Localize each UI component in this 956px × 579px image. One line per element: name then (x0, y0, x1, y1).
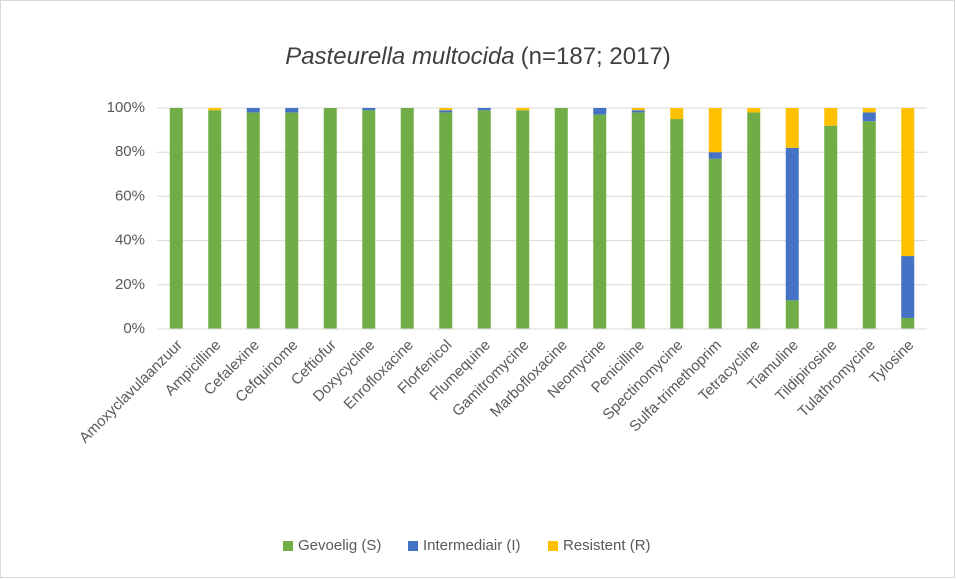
bar-segment (285, 112, 299, 329)
bar-segment (323, 108, 337, 329)
legend-swatch (408, 541, 418, 551)
title-organism: Pasteurella multocida (285, 43, 514, 70)
bar-segment (785, 300, 799, 329)
title-detail: (n=187; 2017) (521, 43, 671, 70)
bar-segment (824, 125, 838, 330)
bar-segment (246, 112, 260, 329)
bar-segment (631, 108, 645, 111)
legend-label: Resistent (R) (563, 537, 651, 554)
bar-segment (285, 108, 299, 113)
bar-segment (670, 119, 684, 329)
bar-segment (708, 158, 722, 329)
bar-segment (477, 110, 491, 330)
bar-segment (862, 121, 876, 329)
bar-segment (593, 114, 607, 329)
bar-segment (708, 108, 722, 153)
bar-segment (708, 152, 722, 159)
y-tick-label: 60% (115, 187, 145, 204)
bar-segment (901, 256, 915, 318)
bar-segment (362, 110, 376, 330)
bar-segment (477, 108, 491, 111)
bar-segment (901, 108, 915, 257)
y-tick-label: 40% (115, 232, 145, 249)
bar-segment (439, 112, 453, 329)
bar-segment (439, 110, 453, 113)
bar-segment (208, 108, 222, 111)
bar-segment (785, 147, 799, 301)
bar-segment (516, 108, 530, 111)
bar-segment (169, 108, 183, 329)
y-tick-label: 20% (115, 276, 145, 293)
bar-segment (862, 112, 876, 122)
legend-label: Gevoelig (S) (298, 537, 381, 554)
y-tick-label: 80% (115, 143, 145, 160)
bar-segment (593, 108, 607, 115)
bar-segment (862, 108, 876, 113)
bar-segment (631, 112, 645, 329)
chart-title: Pasteurella multocida (n=187; 2017) (285, 43, 671, 70)
bar-segment (747, 112, 761, 329)
bar-segment (901, 317, 915, 329)
bar-segment (400, 108, 414, 329)
bar-segment (747, 108, 761, 113)
y-tick-label: 100% (107, 99, 145, 116)
bar-segment (208, 110, 222, 330)
bar-segment (785, 108, 799, 148)
bar-segment (246, 108, 260, 113)
y-tick-label: 0% (123, 320, 145, 337)
legend-label: Intermediair (I) (423, 537, 521, 554)
legend-swatch (548, 541, 558, 551)
bar-segment (670, 108, 684, 120)
bar-segment (824, 108, 838, 126)
bar-segment (362, 108, 376, 111)
bar-segment (554, 108, 568, 329)
bar-segment (516, 110, 530, 330)
bar-segment (631, 110, 645, 113)
legend-swatch (283, 541, 293, 551)
bar-segment (439, 108, 453, 111)
